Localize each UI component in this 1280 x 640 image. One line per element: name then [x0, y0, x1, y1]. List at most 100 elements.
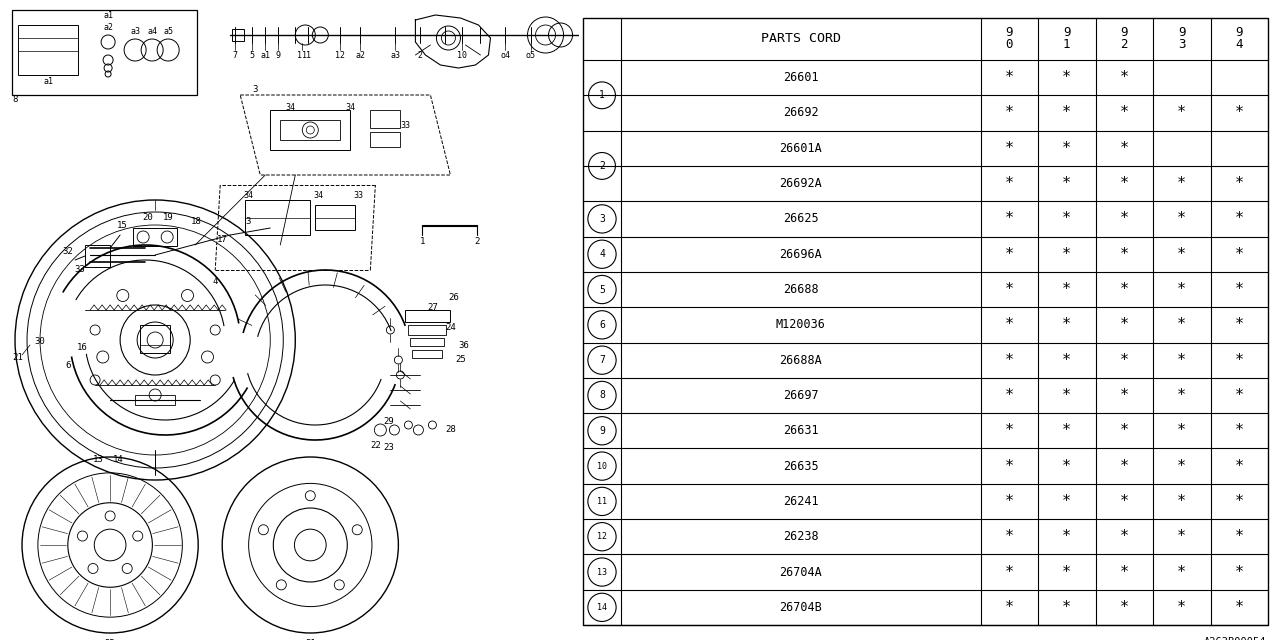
Text: *: * — [1062, 141, 1071, 156]
Text: *: * — [1062, 564, 1071, 580]
Text: 36: 36 — [458, 340, 468, 349]
Text: *: * — [1178, 564, 1187, 580]
Text: 26688: 26688 — [783, 283, 819, 296]
Text: 34: 34 — [285, 104, 296, 113]
Text: 1: 1 — [599, 90, 605, 100]
Text: 21: 21 — [13, 353, 23, 362]
Text: 1: 1 — [1062, 38, 1070, 51]
Text: *: * — [1005, 423, 1014, 438]
Bar — [270, 110, 351, 150]
Text: *: * — [1005, 600, 1014, 615]
Text: *: * — [1178, 423, 1187, 438]
Text: 6: 6 — [65, 360, 70, 369]
Text: 26635: 26635 — [783, 460, 819, 472]
Text: 26625: 26625 — [783, 212, 819, 225]
Text: 9: 9 — [1178, 26, 1185, 40]
Text: 15: 15 — [116, 221, 128, 230]
Text: 4: 4 — [599, 249, 605, 259]
Text: 19: 19 — [163, 214, 174, 223]
Text: *: * — [1178, 106, 1187, 120]
Text: *: * — [1178, 494, 1187, 509]
Bar — [246, 200, 310, 235]
Text: 2: 2 — [599, 161, 605, 171]
Text: 34: 34 — [314, 191, 324, 200]
Text: *: * — [1062, 423, 1071, 438]
Text: 4: 4 — [212, 278, 218, 287]
Text: 5: 5 — [599, 285, 605, 294]
Text: *: * — [1235, 317, 1244, 332]
Text: *: * — [1235, 176, 1244, 191]
Text: *: * — [1062, 353, 1071, 367]
Text: 14: 14 — [113, 456, 123, 465]
Text: *: * — [1235, 246, 1244, 262]
Text: *: * — [1062, 459, 1071, 474]
Text: 3: 3 — [252, 86, 259, 95]
Text: 1: 1 — [420, 237, 425, 246]
Text: *: * — [1120, 246, 1129, 262]
Bar — [136, 395, 175, 405]
Text: a2: a2 — [356, 51, 365, 60]
Text: *: * — [1120, 388, 1129, 403]
Text: 3: 3 — [599, 214, 605, 224]
Text: *: * — [1005, 106, 1014, 120]
Bar — [140, 325, 170, 353]
Text: *: * — [1178, 282, 1187, 297]
Text: *: * — [1120, 353, 1129, 367]
Text: 2: 2 — [1120, 38, 1128, 51]
Text: 9: 9 — [1235, 26, 1243, 40]
Text: 12: 12 — [596, 532, 607, 541]
Text: 26601A: 26601A — [780, 142, 822, 155]
Text: *: * — [1005, 141, 1014, 156]
Text: *: * — [1062, 529, 1071, 544]
Text: 1: 1 — [306, 51, 311, 60]
Text: 26601: 26601 — [783, 71, 819, 84]
Text: 5: 5 — [250, 51, 255, 60]
Text: 25: 25 — [456, 355, 466, 365]
Text: a5: a5 — [163, 28, 173, 36]
Text: M120036: M120036 — [776, 318, 826, 332]
Text: a1: a1 — [104, 10, 113, 19]
Text: *: * — [1005, 317, 1014, 332]
Text: *: * — [1235, 388, 1244, 403]
Bar — [406, 310, 451, 322]
Bar — [84, 245, 110, 267]
Text: *: * — [1178, 246, 1187, 262]
Text: A263B00054: A263B00054 — [1203, 637, 1266, 640]
Text: 10: 10 — [596, 461, 607, 470]
Bar — [280, 120, 340, 140]
Text: a1: a1 — [44, 77, 52, 86]
Text: *: * — [1120, 529, 1129, 544]
Bar — [582, 18, 1268, 625]
Text: 34: 34 — [243, 191, 253, 200]
Text: 7: 7 — [599, 355, 605, 365]
Text: o5: o5 — [526, 51, 535, 60]
Text: *: * — [1062, 106, 1071, 120]
Text: *: * — [1005, 353, 1014, 367]
Text: *: * — [1235, 353, 1244, 367]
Text: 26241: 26241 — [783, 495, 819, 508]
Text: 26238: 26238 — [783, 530, 819, 543]
Text: 13: 13 — [596, 568, 607, 577]
Text: *: * — [1120, 141, 1129, 156]
Text: 14: 14 — [596, 603, 607, 612]
Bar — [412, 350, 443, 358]
Text: 26688A: 26688A — [780, 354, 822, 367]
Text: *: * — [1178, 353, 1187, 367]
Text: *: * — [1062, 317, 1071, 332]
Text: 35: 35 — [105, 639, 115, 640]
Text: *: * — [1005, 176, 1014, 191]
Text: 2: 2 — [417, 51, 422, 60]
Text: 34: 34 — [346, 104, 356, 113]
Text: 33: 33 — [74, 266, 86, 275]
Text: *: * — [1062, 211, 1071, 227]
Text: 27: 27 — [428, 303, 438, 312]
Text: *: * — [1120, 176, 1129, 191]
Text: *: * — [1062, 494, 1071, 509]
Bar — [411, 338, 444, 346]
Text: *: * — [1005, 564, 1014, 580]
Text: *: * — [1178, 211, 1187, 227]
Text: *: * — [1062, 70, 1071, 85]
Text: 13: 13 — [92, 456, 104, 465]
Bar — [18, 25, 78, 75]
Text: 24: 24 — [445, 323, 456, 333]
